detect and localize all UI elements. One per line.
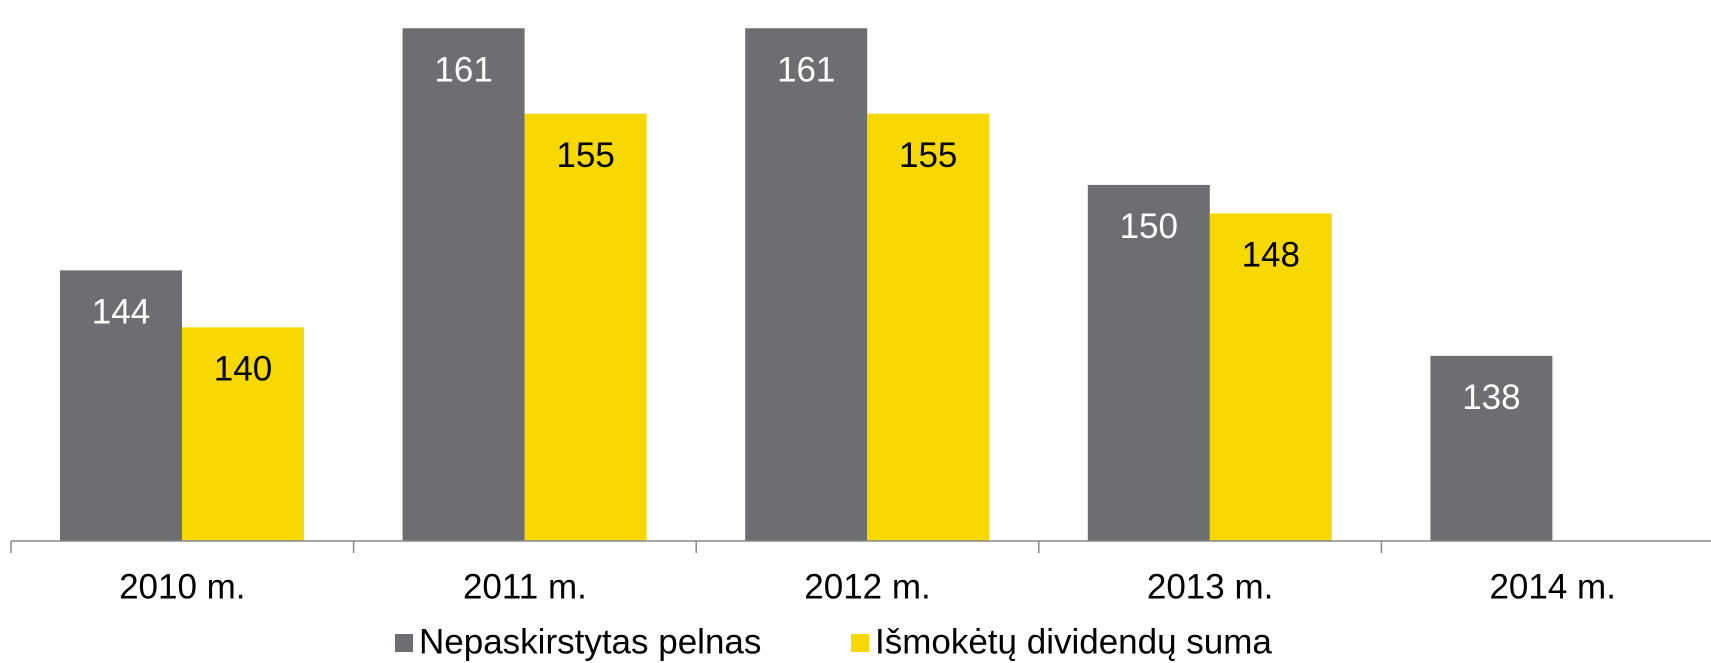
data-label: 155 (556, 136, 614, 175)
x-tick-label: 2014 m. (1489, 567, 1615, 606)
data-label: 155 (899, 136, 957, 175)
bar (1087, 184, 1210, 541)
x-tick-label: 2010 m. (119, 567, 245, 606)
x-tick-label: 2012 m. (804, 567, 930, 606)
legend-label: Nepaskirstytas pelnas (419, 622, 761, 661)
legend-swatch (851, 634, 869, 652)
legend-swatch (395, 634, 413, 652)
data-label: 161 (777, 50, 835, 89)
bar (402, 28, 525, 542)
bar (182, 327, 304, 541)
data-label: 140 (214, 350, 272, 389)
data-label: 144 (92, 293, 150, 332)
data-label: 150 (1120, 207, 1178, 246)
bar (1430, 355, 1553, 541)
x-tick-label: 2011 m. (463, 567, 587, 606)
bar (745, 28, 868, 542)
data-label: 148 (1242, 236, 1300, 275)
bar (867, 113, 990, 542)
legend-label: Išmokėtų dividendų suma (875, 622, 1272, 661)
data-label: 161 (434, 50, 492, 89)
data-label: 138 (1462, 378, 1520, 417)
bar (1209, 213, 1332, 542)
bar (60, 270, 182, 541)
x-tick-label: 2013 m. (1147, 567, 1273, 606)
bar (524, 113, 647, 542)
